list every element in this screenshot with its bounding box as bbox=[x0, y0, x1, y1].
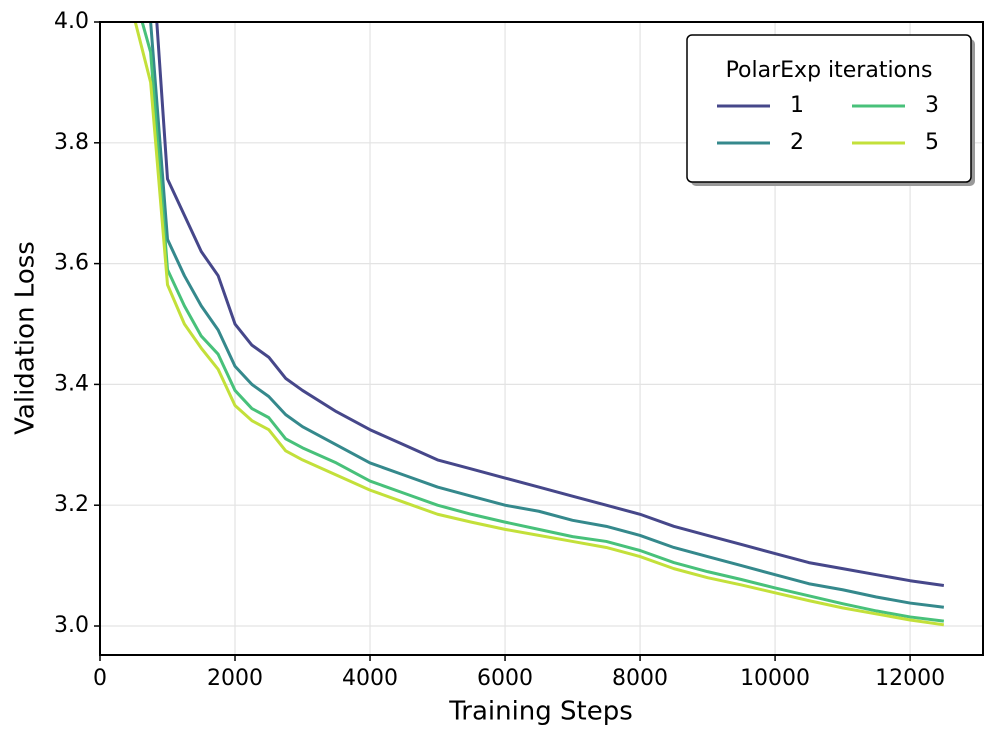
y-tick-label: 3.4 bbox=[54, 371, 89, 396]
legend: PolarExp iterations 1 2 3 5 bbox=[686, 34, 975, 186]
x-tick-label: 4000 bbox=[342, 666, 398, 691]
series-line bbox=[155, 22, 945, 588]
x-tick-label: 8000 bbox=[612, 666, 668, 691]
x-tick-label: 12000 bbox=[875, 666, 945, 691]
y-tick-label: 3.8 bbox=[54, 130, 89, 155]
legend-label: 1 bbox=[790, 93, 804, 118]
y-tick-label: 3.2 bbox=[54, 492, 89, 517]
x-tick-label: 6000 bbox=[477, 666, 533, 691]
x-tick-label: 10000 bbox=[740, 666, 810, 691]
legend-box bbox=[686, 34, 972, 183]
y-tick-label: 3.0 bbox=[54, 613, 89, 638]
x-tick-label: 2000 bbox=[207, 666, 263, 691]
legend-label: 5 bbox=[925, 130, 939, 155]
ticks: 3.0 3.2 3.4 3.6 3.8 4.0 0 2000 4000 6000 8000 10000… bbox=[54, 9, 945, 691]
legend-title: PolarExp iterations bbox=[726, 58, 933, 83]
y-axis-label: Validation Loss bbox=[11, 241, 41, 435]
series-line bbox=[140, 22, 945, 623]
y-tick-label: 4.0 bbox=[54, 9, 89, 34]
plot-frame bbox=[99, 21, 984, 656]
lines bbox=[133, 22, 945, 627]
x-axis-label: Training Steps bbox=[448, 697, 633, 727]
series-line bbox=[149, 22, 945, 609]
series-line bbox=[133, 22, 945, 627]
y-tick-label: 3.6 bbox=[54, 251, 89, 276]
x-tick-label: 0 bbox=[93, 666, 107, 691]
legend-label: 2 bbox=[790, 130, 804, 155]
legend-label: 3 bbox=[925, 93, 939, 118]
